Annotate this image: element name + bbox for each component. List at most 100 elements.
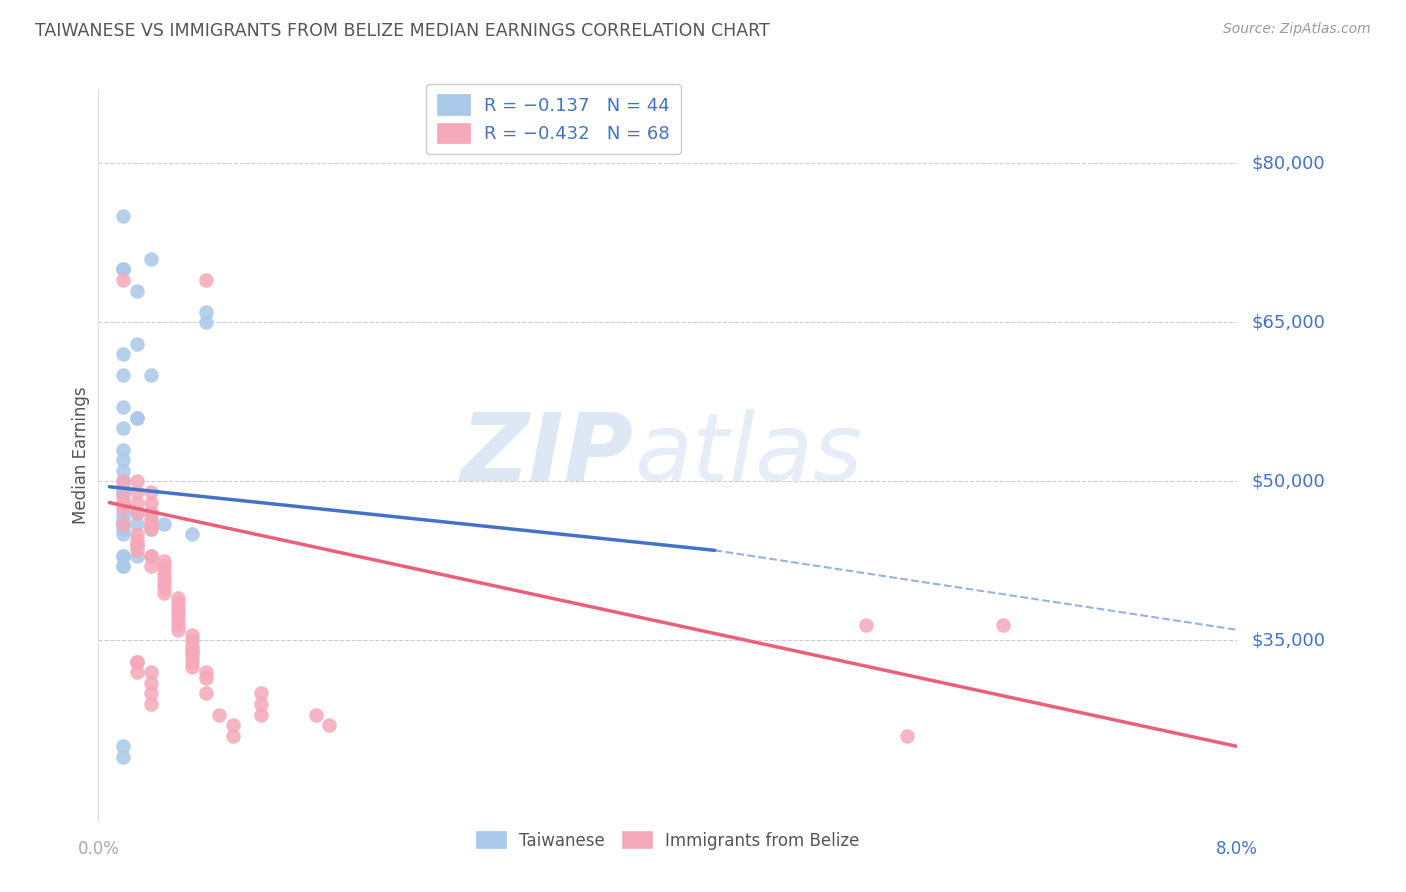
- Point: [139, 506, 162, 520]
- Point: [112, 475, 135, 489]
- Point: [139, 676, 162, 690]
- Point: [139, 485, 162, 500]
- Legend: Taiwanese, Immigrants from Belize: Taiwanese, Immigrants from Belize: [470, 825, 866, 856]
- Point: [194, 665, 217, 680]
- Point: [305, 707, 328, 722]
- Point: [125, 410, 148, 425]
- Point: [125, 538, 148, 552]
- Point: [125, 284, 148, 298]
- Point: [112, 368, 135, 383]
- Point: [139, 522, 162, 536]
- Point: [125, 516, 148, 531]
- Point: [139, 697, 162, 711]
- Point: [139, 665, 162, 680]
- Point: [139, 686, 162, 700]
- Point: [194, 305, 217, 319]
- Point: [139, 506, 162, 520]
- Point: [153, 565, 176, 579]
- Point: [993, 617, 1015, 632]
- Point: [112, 522, 135, 536]
- Point: [855, 617, 877, 632]
- Point: [112, 262, 135, 277]
- Point: [153, 581, 176, 595]
- Point: [153, 575, 176, 590]
- Point: [112, 273, 135, 287]
- Point: [153, 554, 176, 568]
- Point: [112, 495, 135, 509]
- Point: [112, 262, 135, 277]
- Point: [125, 410, 148, 425]
- Point: [112, 549, 135, 563]
- Point: [112, 464, 135, 478]
- Point: [139, 522, 162, 536]
- Point: [112, 210, 135, 224]
- Point: [249, 697, 271, 711]
- Point: [139, 511, 162, 525]
- Point: [153, 559, 176, 574]
- Point: [167, 623, 190, 637]
- Point: [112, 559, 135, 574]
- Point: [139, 559, 162, 574]
- Text: TAIWANESE VS IMMIGRANTS FROM BELIZE MEDIAN EARNINGS CORRELATION CHART: TAIWANESE VS IMMIGRANTS FROM BELIZE MEDI…: [35, 22, 770, 40]
- Point: [112, 527, 135, 541]
- Point: [125, 543, 148, 558]
- Point: [112, 442, 135, 457]
- Point: [139, 252, 162, 266]
- Point: [112, 485, 135, 500]
- Point: [153, 516, 176, 531]
- Point: [125, 527, 148, 541]
- Point: [153, 570, 176, 584]
- Text: $50,000: $50,000: [1251, 473, 1324, 491]
- Point: [125, 485, 148, 500]
- Y-axis label: Median Earnings: Median Earnings: [72, 386, 90, 524]
- Point: [125, 538, 148, 552]
- Point: [112, 485, 135, 500]
- Text: $80,000: $80,000: [1251, 154, 1324, 172]
- Point: [125, 495, 148, 509]
- Point: [112, 511, 135, 525]
- Text: atlas: atlas: [634, 409, 862, 500]
- Point: [181, 644, 204, 658]
- Point: [139, 516, 162, 531]
- Point: [153, 585, 176, 599]
- Point: [125, 506, 148, 520]
- Point: [139, 549, 162, 563]
- Point: [112, 516, 135, 531]
- Point: [181, 633, 204, 648]
- Point: [112, 495, 135, 509]
- Point: [194, 686, 217, 700]
- Point: [139, 549, 162, 563]
- Point: [112, 500, 135, 515]
- Point: [181, 644, 204, 658]
- Text: 0.0%: 0.0%: [77, 840, 120, 858]
- Point: [167, 617, 190, 632]
- Point: [112, 739, 135, 754]
- Point: [112, 480, 135, 494]
- Point: [112, 453, 135, 467]
- Point: [167, 601, 190, 615]
- Point: [112, 401, 135, 415]
- Point: [167, 596, 190, 610]
- Point: [112, 559, 135, 574]
- Point: [125, 655, 148, 669]
- Text: $35,000: $35,000: [1251, 632, 1326, 649]
- Point: [181, 660, 204, 674]
- Point: [194, 315, 217, 329]
- Point: [112, 347, 135, 361]
- Point: [139, 516, 162, 531]
- Text: 8.0%: 8.0%: [1216, 840, 1258, 858]
- Text: $65,000: $65,000: [1251, 313, 1324, 332]
- Point: [125, 549, 148, 563]
- Point: [181, 649, 204, 664]
- Point: [167, 607, 190, 621]
- Point: [249, 707, 271, 722]
- Point: [167, 612, 190, 626]
- Point: [112, 750, 135, 764]
- Point: [249, 686, 271, 700]
- Point: [208, 707, 231, 722]
- Point: [222, 729, 245, 743]
- Point: [112, 549, 135, 563]
- Point: [112, 516, 135, 531]
- Point: [125, 336, 148, 351]
- Point: [125, 533, 148, 547]
